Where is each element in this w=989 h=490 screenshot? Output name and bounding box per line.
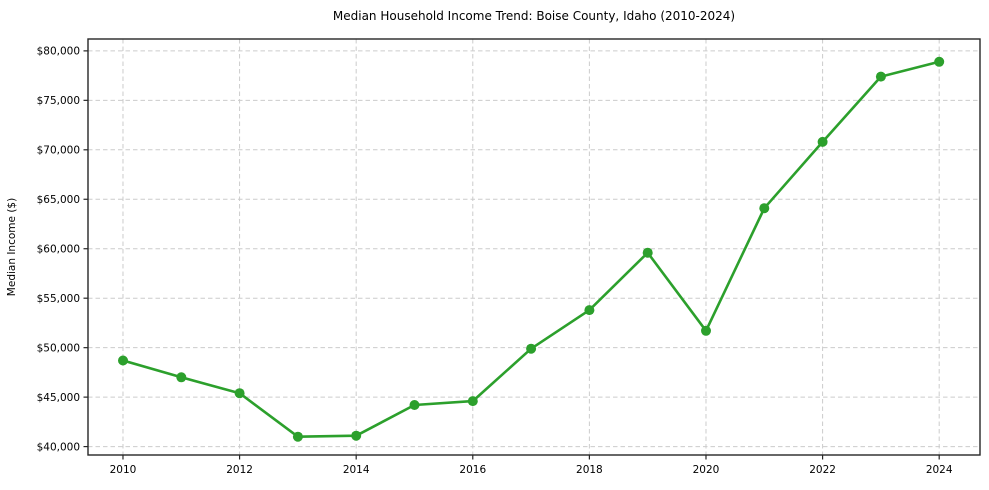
data-point-2024 [934,56,945,67]
data-point-2022 [817,136,828,147]
data-point-2015 [409,400,420,410]
data-point-2017 [526,343,537,354]
y-tick-label: $75,000 [37,95,80,107]
data-point-2021 [759,203,770,214]
income-trend-line [121,60,941,438]
x-tick-label: 2010 [110,464,137,476]
data-points [118,56,945,442]
x-tick-label: 2024 [926,464,953,476]
plot-border [87,38,981,456]
x-tick-label: 2022 [809,464,836,476]
y-tick-label: $40,000 [37,441,80,453]
x-tick-label: 2018 [576,464,603,476]
data-point-2010 [118,355,128,366]
y-tick-label: $70,000 [37,145,80,157]
data-point-2023 [875,71,886,82]
chart-title: Median Household Income Trend: Boise Cou… [332,9,736,23]
axis-ticks [83,50,940,460]
data-point-2018 [584,305,595,316]
y-axis-label: Median Income ($) [6,198,18,296]
x-tick-label: 2012 [226,464,253,476]
data-point-2013 [292,431,303,442]
y-tick-label: $60,000 [37,243,80,255]
data-point-2016 [467,396,478,407]
y-tick-label: $45,000 [37,392,80,404]
data-point-2012 [234,388,245,399]
x-tick-label: 2020 [693,464,720,476]
y-tick-label: $65,000 [37,194,80,206]
y-tick-label: $55,000 [37,293,80,305]
data-point-2020 [701,325,711,336]
x-tick-label: 2016 [459,464,486,476]
x-tick-label: 2014 [343,464,370,476]
y-tick-label: $80,000 [37,46,80,58]
axis-tick-labels: $40,000 $45,000 $50,000 $55,000 $60,000 $65,0… [37,46,953,476]
gridlines [88,39,980,455]
data-point-2019 [642,247,653,258]
y-tick-label: $50,000 [37,342,80,354]
data-point-2014 [351,430,362,441]
data-point-2011 [176,372,187,383]
